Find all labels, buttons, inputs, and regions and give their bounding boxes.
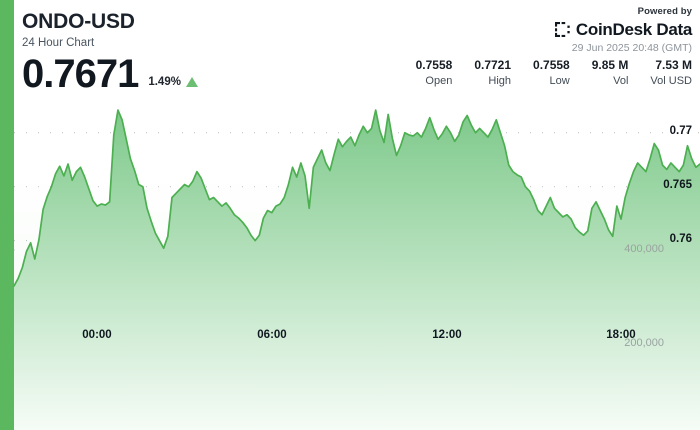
page-title: ONDO-USD bbox=[22, 10, 135, 33]
price-axis-label: 0.765 bbox=[663, 178, 692, 191]
volume-axis-label: 200,000 bbox=[624, 337, 664, 349]
stat-label: Open bbox=[425, 75, 453, 87]
brand-row[interactable]: CoinDesk Data bbox=[554, 20, 692, 39]
coindesk-bracket-icon bbox=[554, 22, 570, 37]
price-axis-label: 0.76 bbox=[669, 232, 692, 245]
stat-label: Low bbox=[549, 75, 570, 87]
stat-high: 0.7721 High bbox=[474, 58, 511, 89]
stat-value: 7.53 M bbox=[655, 58, 692, 72]
stat-label: Vol bbox=[613, 75, 629, 87]
change-percent: 1.49% bbox=[148, 76, 181, 88]
stat-vol: 9.85 M Vol bbox=[592, 58, 629, 89]
brand-name: CoinDesk Data bbox=[575, 20, 692, 39]
stat-value: 9.85 M bbox=[591, 58, 629, 72]
stat-low: 0.7558 Low bbox=[533, 58, 570, 89]
stat-open: 0.7558 Open bbox=[416, 58, 453, 89]
chart-subtitle: 24 Hour Chart bbox=[22, 37, 95, 49]
powered-by-label: Powered by bbox=[637, 6, 692, 17]
stat-vol-usd: 7.53 M Vol USD bbox=[650, 58, 692, 89]
stat-label: High bbox=[488, 75, 512, 87]
left-accent-bar bbox=[0, 0, 14, 430]
stat-value: 0.7558 bbox=[415, 58, 453, 72]
time-axis-label: 18:00 bbox=[606, 329, 636, 341]
change-indicator: 1.49% bbox=[148, 76, 198, 88]
last-price: 0.7671 bbox=[22, 52, 139, 96]
stat-label: Vol USD bbox=[650, 75, 692, 87]
header-left: ONDO-USD 24 Hour Chart 0.7671 1.49% bbox=[22, 10, 198, 95]
triangle-up-icon bbox=[185, 77, 198, 87]
price-row: 0.7671 1.49% bbox=[22, 53, 198, 95]
header-right: Powered by CoinDesk Data 29 Jun 2025 20:… bbox=[554, 6, 692, 55]
time-axis-label: 00:00 bbox=[82, 329, 112, 341]
time-axis-label: 06:00 bbox=[257, 329, 287, 341]
volume-axis-label: 400,000 bbox=[624, 243, 664, 255]
price-line bbox=[13, 109, 700, 287]
stats-row: 0.7558 Open 0.7721 High 0.7558 Low 9.85 … bbox=[394, 58, 692, 89]
stat-value: 0.7558 bbox=[533, 58, 570, 72]
timestamp: 29 Jun 2025 20:48 (GMT) bbox=[571, 42, 692, 54]
price-area-fill bbox=[14, 110, 700, 430]
time-axis-label: 12:00 bbox=[432, 329, 462, 341]
price-axis-label: 0.77 bbox=[669, 124, 692, 137]
stat-value: 0.7721 bbox=[474, 58, 512, 72]
